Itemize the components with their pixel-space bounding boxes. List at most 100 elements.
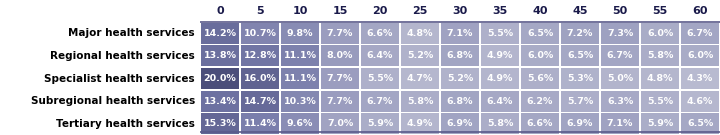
Text: 20: 20 — [372, 6, 387, 16]
Text: 7.7%: 7.7% — [327, 74, 354, 83]
Text: 8.0%: 8.0% — [327, 51, 354, 60]
Text: 55: 55 — [652, 6, 667, 16]
Bar — [600, 23, 639, 44]
Text: 5.0%: 5.0% — [607, 74, 633, 83]
Text: 6.4%: 6.4% — [366, 51, 393, 60]
Bar — [240, 45, 279, 66]
Bar — [441, 23, 480, 44]
Bar — [641, 23, 679, 44]
Bar — [240, 68, 279, 89]
Text: 7.3%: 7.3% — [607, 29, 633, 38]
Text: 4.8%: 4.8% — [407, 29, 433, 38]
Text: 0: 0 — [216, 6, 224, 16]
Bar — [320, 23, 359, 44]
Text: 5.2%: 5.2% — [447, 74, 473, 83]
Bar — [481, 23, 519, 44]
Bar — [401, 113, 439, 134]
Text: 7.0%: 7.0% — [327, 119, 353, 128]
Text: 30: 30 — [452, 6, 467, 16]
Text: 6.5%: 6.5% — [687, 119, 713, 128]
Bar — [401, 91, 439, 112]
Text: 12.8%: 12.8% — [243, 51, 276, 60]
Bar — [281, 91, 319, 112]
Bar — [401, 23, 439, 44]
Text: 4.9%: 4.9% — [487, 51, 513, 60]
Text: 45: 45 — [572, 6, 588, 16]
Bar — [441, 68, 480, 89]
Bar — [481, 91, 519, 112]
Text: 5.5%: 5.5% — [487, 29, 513, 38]
Text: 6.4%: 6.4% — [487, 97, 513, 106]
Text: 6.0%: 6.0% — [687, 51, 713, 60]
Text: 11.1%: 11.1% — [284, 51, 317, 60]
Text: 5.8%: 5.8% — [487, 119, 513, 128]
Text: 6.8%: 6.8% — [446, 51, 473, 60]
Text: Specialist health services: Specialist health services — [45, 73, 195, 84]
Text: 9.6%: 9.6% — [287, 119, 313, 128]
Text: 15.3%: 15.3% — [204, 119, 236, 128]
Bar — [680, 23, 719, 44]
Text: 6.5%: 6.5% — [527, 29, 553, 38]
Bar — [201, 91, 239, 112]
Text: 6.3%: 6.3% — [607, 97, 633, 106]
Text: 9.8%: 9.8% — [287, 29, 313, 38]
Text: 6.2%: 6.2% — [527, 97, 553, 106]
Text: 7.7%: 7.7% — [327, 29, 354, 38]
Bar — [201, 68, 239, 89]
Text: Regional health services: Regional health services — [50, 51, 195, 61]
Text: 60: 60 — [692, 6, 708, 16]
Bar — [680, 113, 719, 134]
Bar — [680, 45, 719, 66]
Bar — [481, 45, 519, 66]
Bar — [281, 23, 319, 44]
Text: 25: 25 — [413, 6, 428, 16]
Bar — [521, 68, 559, 89]
Text: 5: 5 — [256, 6, 264, 16]
Text: 7.1%: 7.1% — [607, 119, 633, 128]
Text: 16.0%: 16.0% — [243, 74, 276, 83]
Bar — [521, 113, 559, 134]
Bar — [521, 45, 559, 66]
Text: 5.7%: 5.7% — [567, 97, 593, 106]
Bar — [281, 45, 319, 66]
Text: 4.3%: 4.3% — [687, 74, 713, 83]
Bar — [680, 91, 719, 112]
Bar — [561, 23, 599, 44]
Text: 4.6%: 4.6% — [687, 97, 714, 106]
Text: 35: 35 — [492, 6, 508, 16]
Bar — [600, 91, 639, 112]
Bar — [641, 113, 679, 134]
Bar — [201, 23, 239, 44]
Text: 4.9%: 4.9% — [407, 119, 433, 128]
Bar — [201, 113, 239, 134]
Bar — [561, 45, 599, 66]
Bar — [201, 45, 239, 66]
Text: 10: 10 — [292, 6, 307, 16]
Text: 10.7%: 10.7% — [243, 29, 276, 38]
Text: Subregional health services: Subregional health services — [31, 96, 195, 106]
Bar — [600, 45, 639, 66]
Bar — [441, 113, 480, 134]
Text: 6.6%: 6.6% — [366, 29, 393, 38]
Bar — [320, 91, 359, 112]
Bar — [641, 45, 679, 66]
Bar — [441, 45, 480, 66]
Text: 5.9%: 5.9% — [367, 119, 393, 128]
Text: 15: 15 — [333, 6, 348, 16]
Bar — [240, 23, 279, 44]
Text: 6.9%: 6.9% — [567, 119, 593, 128]
Text: Major health services: Major health services — [68, 28, 195, 38]
Text: 5.2%: 5.2% — [407, 51, 433, 60]
Text: 20.0%: 20.0% — [204, 74, 236, 83]
Bar — [240, 113, 279, 134]
Bar — [361, 91, 400, 112]
Text: 4.7%: 4.7% — [407, 74, 433, 83]
Text: 13.4%: 13.4% — [204, 97, 236, 106]
Text: 6.7%: 6.7% — [607, 51, 633, 60]
Text: 13.8%: 13.8% — [204, 51, 236, 60]
Bar — [600, 113, 639, 134]
Bar — [641, 91, 679, 112]
Text: 14.2%: 14.2% — [204, 29, 236, 38]
Text: 6.0%: 6.0% — [527, 51, 553, 60]
Bar — [481, 68, 519, 89]
